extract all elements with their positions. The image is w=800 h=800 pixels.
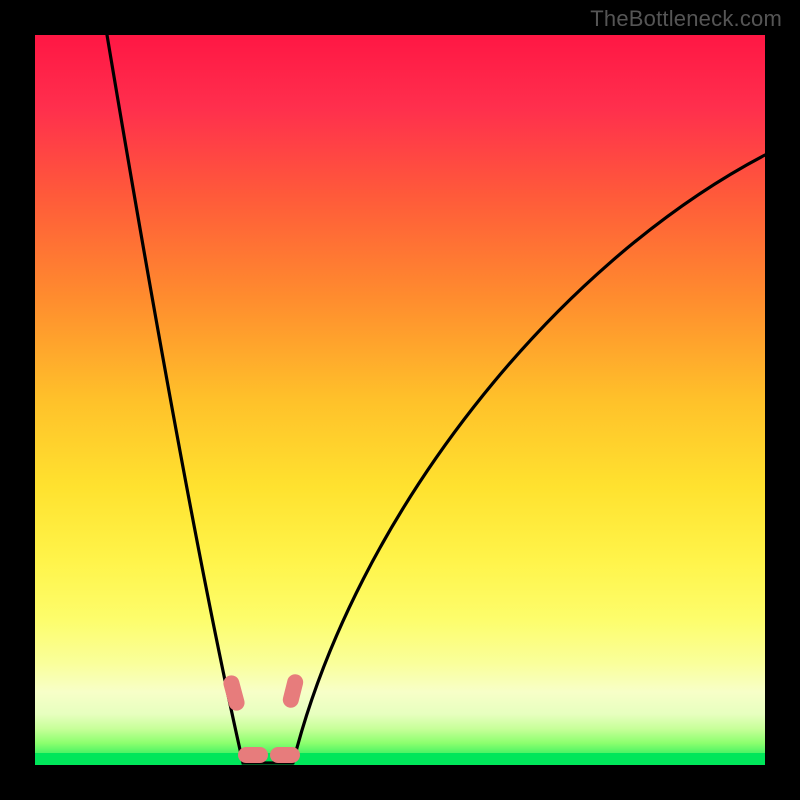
bottleneck-curve [107, 35, 765, 763]
highlight-blob [270, 747, 300, 763]
stage: TheBottleneck.com [0, 0, 800, 800]
bottleneck-chart [35, 35, 765, 765]
watermark-text: TheBottleneck.com [590, 6, 782, 32]
highlight-blob [238, 747, 268, 763]
curve-layer [35, 35, 765, 765]
